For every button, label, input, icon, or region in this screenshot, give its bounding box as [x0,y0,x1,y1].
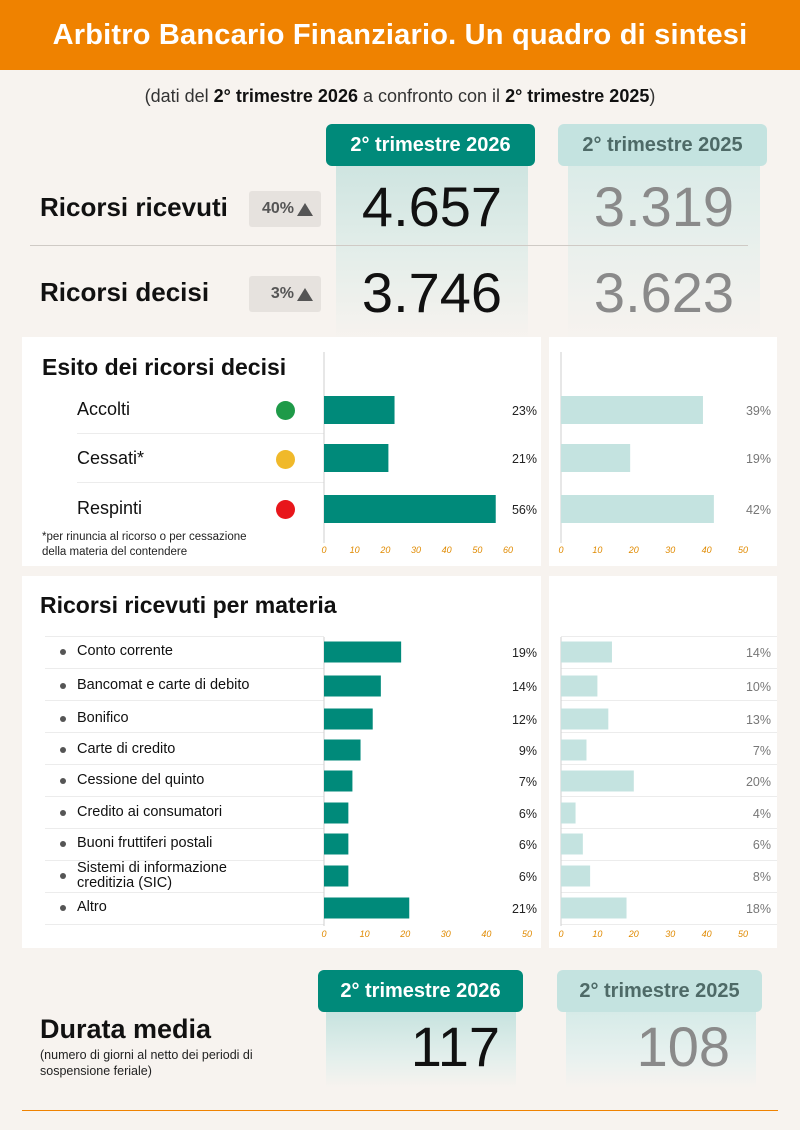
materia-label-line: Bonifico [77,710,129,726]
bullet-icon [60,905,66,911]
materia-label-line: Carte di credito [77,741,176,757]
row-separator [561,924,777,925]
ricevuti-previous-value: 3.319 [593,175,735,238]
materia-label-line: creditizia (SIC) [77,875,173,891]
esito-panel-previous [549,337,777,566]
row-separator [561,732,777,733]
esito-category-label: Cessati* [77,448,145,468]
esito-category-label: Accolti [77,399,131,419]
row-separator [45,796,324,797]
row-separator [45,764,324,765]
current-period-pill: 2° trimestre 2026 [326,124,535,166]
materia-label-line: Bancomat e carte di debito [77,677,250,693]
materia-category-label: Altro [77,900,107,915]
bullet-icon [60,778,66,784]
up-triangle-icon [297,202,313,216]
bullet-icon [60,683,66,689]
row-separator [561,892,777,893]
esito-title: Esito dei ricorsi decisi [42,354,287,380]
up-triangle-icon [297,287,313,301]
row-separator [561,796,777,797]
materia-title: Ricorsi ricevuti per materia [40,592,337,618]
row-separator [561,700,777,701]
ricevuti-change-value: 40% [261,200,294,217]
row-separator [561,764,777,765]
materia-label-line: Sistemi di informazione [77,860,227,876]
page-subtitle: (dati del 2° trimestre 2026 a confronto … [0,86,800,107]
materia-panel-current [22,576,541,948]
decisi-previous-value: 3.623 [593,261,735,324]
bullet-icon [60,716,66,722]
ricevuti-current-value: 4.657 [361,175,503,238]
decisi-change-value: 3% [270,285,294,302]
materia-category-label: Credito ai consumatori [77,805,222,820]
durata-current-period-pill: 2° trimestre 2026 [318,970,523,1012]
durata-title: Durata media [40,1014,212,1044]
subtitle-current-period: 2° trimestre 2026 [213,86,358,106]
durata-note: (numero di giorni al netto dei periodi d… [40,1047,253,1079]
row-separator [561,668,777,669]
row-separator [561,860,777,861]
subtitle-previous-period: 2° trimestre 2025 [505,86,650,106]
subtitle-text: a confronto con il [357,86,506,106]
row-separator [45,700,324,701]
bottom-rule [22,1110,778,1111]
durata-current-value: 117 [410,1015,500,1078]
materia-label-line: Cessione del quinto [77,772,205,788]
row-separator [77,433,324,434]
row-separator [45,828,324,829]
subtitle-text: ) [649,86,656,106]
page-header: Arbitro Bancario Finanziario. Un quadro … [0,0,800,70]
row-separator [45,636,324,637]
materia-label-line: Conto corrente [77,643,173,659]
materia-label-line: Buoni fruttiferi postali [77,835,213,851]
materia-category-label: Bonifico [77,711,129,726]
row-separator [45,732,324,733]
footnote-line: della materia del contendere [42,546,188,558]
row-separator [561,636,777,637]
materia-category-label: Conto corrente [77,644,173,659]
esito-category-label: Respinti [77,498,143,518]
materia-category-label: Buoni fruttiferi postali [77,836,212,851]
bullet-icon [60,841,66,847]
row-separator [45,860,324,861]
bullet-icon [60,810,66,816]
materia-category-label: Sistemi di informazione creditizia (SIC) [77,861,227,891]
previous-period-pill: 2° trimestre 2025 [558,124,767,166]
ricorsi-decisi-label: Ricorsi decisi [40,277,210,307]
durata-previous-box [566,1012,756,1088]
page-title: Arbitro Bancario Finanziario. Un quadro … [52,18,748,51]
durata-current-box [326,1012,516,1088]
durata-previous-value: 108 [636,1015,730,1078]
status-dot-icon [276,401,295,420]
bullet-icon [60,873,66,879]
decisi-current-value: 3.746 [361,261,503,324]
materia-category-label: Carte di credito [77,742,175,757]
durata-note-line: sospensione feriale) [40,1064,152,1078]
status-dot-icon [276,500,295,519]
subtitle-text: (dati del [144,86,214,106]
durata-note-line: (numero di giorni al netto dei periodi d… [40,1048,253,1062]
decisi-change-badge: 3% [249,276,321,312]
ricorsi-ricevuti-label: Ricorsi ricevuti [40,192,228,222]
row-separator [45,668,324,669]
footnote-line: *per rinuncia al ricorso o per cessazion… [42,531,247,543]
materia-label-line: Altro [77,899,107,915]
materia-label-line: Credito ai consumatori [77,804,223,820]
row-separator [561,828,777,829]
esito-footnote: *per rinuncia al ricorso o per cessazion… [42,530,247,560]
row-separator [77,482,324,483]
row-separator [45,924,324,925]
ricevuti-change-badge: 40% [249,191,321,227]
summary-divider [30,245,748,246]
bullet-icon [60,649,66,655]
bullet-icon [60,747,66,753]
status-dot-icon [276,450,295,469]
materia-category-label: Bancomat e carte di debito [77,678,250,693]
row-separator [45,892,324,893]
durata-previous-period-pill: 2° trimestre 2025 [557,970,762,1012]
materia-category-label: Cessione del quinto [77,773,204,788]
